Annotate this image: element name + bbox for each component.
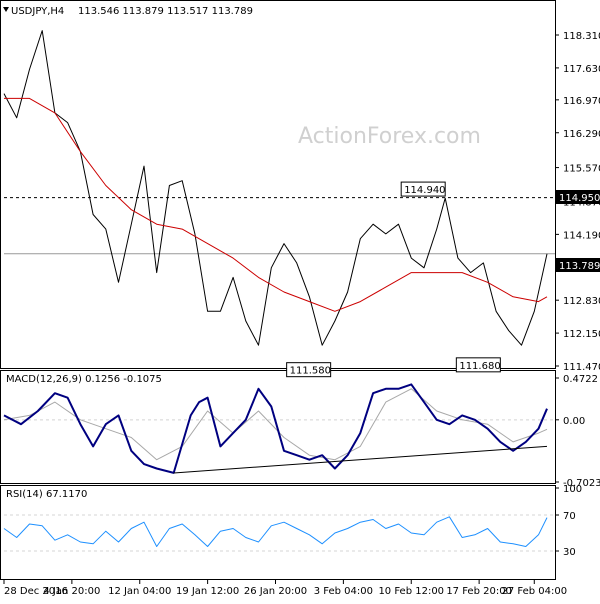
rsi-panel — [0, 485, 556, 580]
price-series-line — [3, 30, 548, 346]
watermark: ActionForex.com — [298, 124, 481, 149]
macd-panel — [0, 370, 556, 484]
price-y-tick-label: 113.510 — [563, 263, 600, 274]
annotation-box — [286, 362, 332, 378]
price-y-tick-label: 118.310 — [563, 31, 600, 42]
macd-y-tick-label: 0.4722 — [563, 374, 598, 385]
price-y-tick-label: 116.290 — [563, 129, 600, 140]
annotation-box — [400, 181, 446, 197]
x-tick-label: 28 Dec 2016 — [4, 586, 68, 597]
rsi-title: RSI(14) 67.1170 — [6, 489, 87, 500]
price-y-tick-label: 115.570 — [563, 164, 600, 175]
price-tag: 113.789 — [559, 261, 600, 272]
price-y-tick-label: 117.630 — [563, 64, 600, 75]
macd-signal-line — [3, 388, 548, 461]
rsi-line — [3, 516, 548, 547]
x-tick-label: 19 Jan 12:00 — [176, 586, 239, 597]
level-tag: 114.950 — [559, 193, 600, 204]
header-triangle-icon — [3, 7, 9, 12]
macd-line — [3, 383, 548, 474]
price-panel — [0, 0, 556, 369]
annotation-label: 111.580 — [290, 366, 331, 377]
macd-y-tick-label: 0.00 — [563, 416, 585, 427]
level-tag-bg — [556, 190, 600, 204]
annotation-box — [455, 357, 501, 373]
x-tick-label: 3 Feb 04:00 — [314, 586, 373, 597]
price-tag-bg — [556, 258, 600, 272]
annotation-label: 114.940 — [404, 185, 445, 196]
price-y-tick-label: 112.830 — [563, 296, 600, 307]
rsi-y-tick-label: 100 — [563, 484, 582, 495]
x-tick-label: 10 Feb 12:00 — [378, 586, 444, 597]
price-y-tick-label: 114.190 — [563, 230, 600, 241]
header-symbol: USDJPY,H4 — [11, 6, 64, 17]
x-tick-label: 17 Feb 20:00 — [446, 586, 512, 597]
x-tick-label: 4 Jan 20:00 — [43, 586, 100, 597]
macd-trendline — [173, 445, 548, 474]
rsi-y-tick-label: 30 — [563, 547, 576, 558]
macd-y-tick-label: -0.7023 — [563, 478, 600, 489]
price-y-tick-label: 112.150 — [563, 329, 600, 340]
price-y-tick-label: 116.970 — [563, 96, 600, 107]
x-tick-label: 27 Feb 04:00 — [501, 586, 567, 597]
price-y-tick-label: 114.870 — [563, 197, 600, 208]
moving-average-line — [4, 97, 548, 312]
x-tick-label: 26 Jan 20:00 — [244, 586, 307, 597]
price-y-tick-label: 111.470 — [563, 362, 600, 373]
macd-title: MACD(12,26,9) 0.1256 -0.1075 — [6, 374, 162, 385]
rsi-y-tick-label: 70 — [563, 511, 576, 522]
annotation-label: 111.680 — [459, 361, 500, 372]
header-ohlc: 113.546 113.879 113.517 113.789 — [78, 6, 253, 17]
x-tick-label: 12 Jan 04:00 — [108, 586, 171, 597]
